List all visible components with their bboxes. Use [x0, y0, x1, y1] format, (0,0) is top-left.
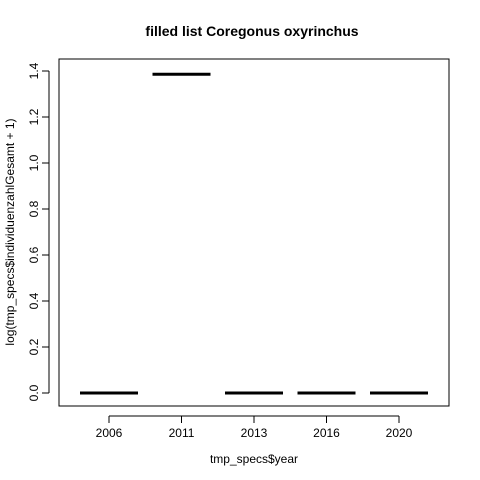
median-lines	[80, 72, 428, 395]
y-tick-label: 0.4	[27, 292, 41, 309]
y-tick-label: 0.6	[27, 246, 41, 263]
y-tick-label: 1.0	[27, 154, 41, 171]
x-tick-label: 2020	[386, 426, 413, 440]
plot-frame	[58, 58, 450, 407]
y-axis: 0.0 0.2 0.4 0.6 0.8 1.0 1.2 1.4	[27, 62, 50, 401]
x-axis-label: tmp_specs$year	[210, 452, 298, 466]
y-axis-label: log(tmp_specs$individuenzahlGesamt + 1)	[3, 118, 17, 345]
x-tick-label: 2006	[96, 426, 123, 440]
chart-title: filled list Coregonus oxyrinchus	[145, 23, 358, 39]
x-tick-label: 2016	[313, 426, 340, 440]
x-tick-label: 2011	[169, 426, 195, 440]
y-tick-label: 0.2	[27, 338, 41, 355]
x-axis: 2006 2011 2013 2016 2020	[96, 415, 413, 440]
y-tick-label: 0.0	[27, 384, 41, 401]
x-tick-label: 2013	[241, 426, 268, 440]
y-tick-label: 1.4	[27, 62, 41, 79]
y-tick-label: 0.8	[27, 200, 41, 217]
y-tick-label: 1.2	[27, 108, 41, 125]
